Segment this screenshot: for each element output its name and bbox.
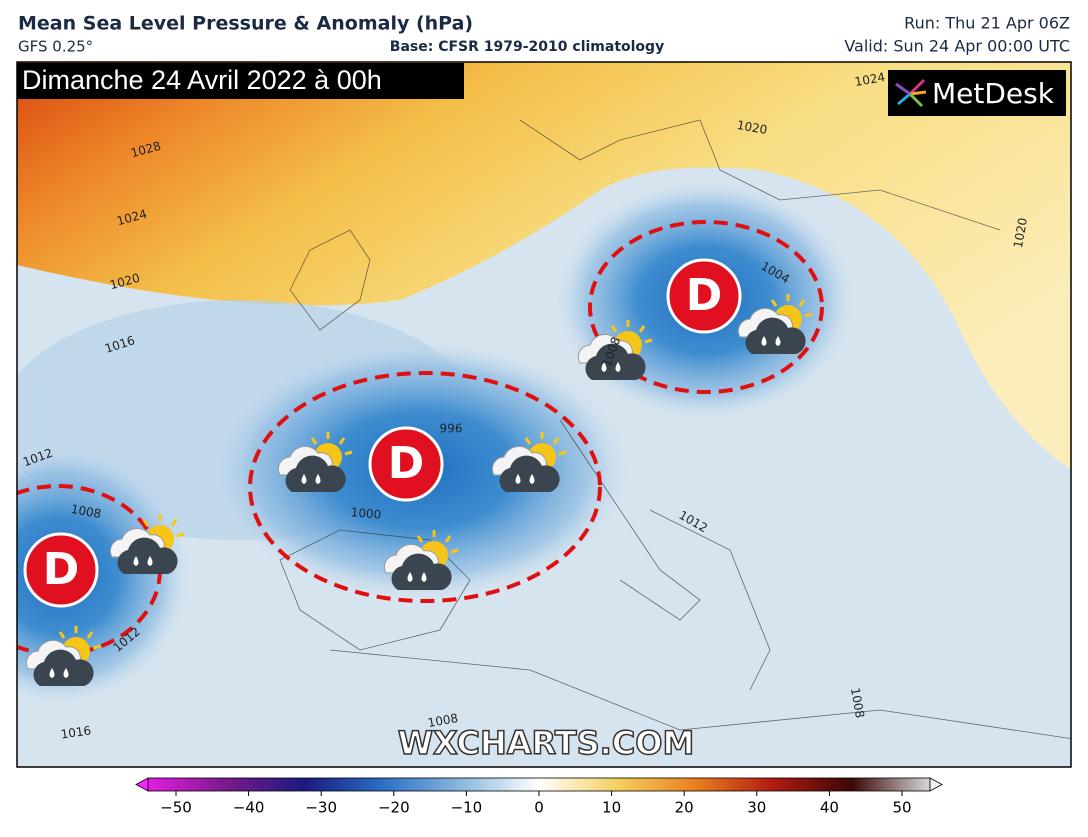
isobar-label: 1008 (427, 711, 460, 730)
isobar-label: 1020 (736, 118, 769, 137)
colorbar-tick-label: 30 (747, 799, 766, 817)
isobar-label: 1008 (70, 502, 103, 521)
isobar-label: 1020 (1011, 217, 1030, 250)
colorbar: −50 −40 −30 −20 −10 0 10 20 30 40 50 (135, 777, 943, 817)
colorbar-min-arrow (135, 777, 149, 792)
base: Base: CFSR 1979-2010 climatology (390, 39, 664, 55)
model: GFS 0.25° (18, 38, 93, 56)
isobar-label: 1024 (854, 70, 887, 89)
colorbar-max-arrow (929, 777, 943, 792)
colorbar-tick-label: −20 (378, 799, 410, 817)
colorbar-tick-label: 10 (602, 799, 621, 817)
low-marker (23, 532, 99, 608)
isobar-label: 996 (440, 422, 463, 436)
watermark: WXCHARTS.COM (398, 724, 695, 762)
colorbar-tick-label: 0 (534, 799, 544, 817)
logo: MetDesk (932, 77, 1055, 110)
colorbar-tick-label: 50 (892, 799, 911, 817)
low-label: D (43, 544, 80, 595)
colorbar-tick-label: −40 (233, 799, 265, 817)
colorbar-tick-label: −30 (305, 799, 337, 817)
colorbar-tick-label: 40 (820, 799, 839, 817)
date-banner: Dimanche 24 Avril 2022 à 00h (22, 65, 382, 95)
isobar-label: 1000 (350, 505, 382, 522)
colorbar-tick-label: −50 (160, 799, 192, 817)
valid: Valid: Sun 24 Apr 00:00 UTC (844, 37, 1070, 56)
low-field (17, 445, 190, 705)
title: Mean Sea Level Pressure & Anomaly (hPa) (18, 13, 473, 35)
colorbar-tick-label: 20 (675, 799, 694, 817)
colorbar-ramp (147, 777, 931, 792)
low-label: D (388, 438, 425, 489)
isobar-label: 1016 (60, 723, 92, 741)
low-marker (368, 426, 444, 502)
low-marker (666, 258, 742, 334)
banner-bg (17, 63, 464, 99)
map-frame (16, 61, 1072, 768)
high-pressure-field (17, 62, 1071, 470)
coastlines (279, 119, 1071, 740)
isobar-label: 1008 (848, 687, 867, 720)
run: Run: Thu 21 Apr 06Z (904, 14, 1070, 33)
low-label: D (686, 270, 723, 321)
logo-mark (895, 78, 927, 108)
colorbar-tick-label: −10 (451, 799, 483, 817)
